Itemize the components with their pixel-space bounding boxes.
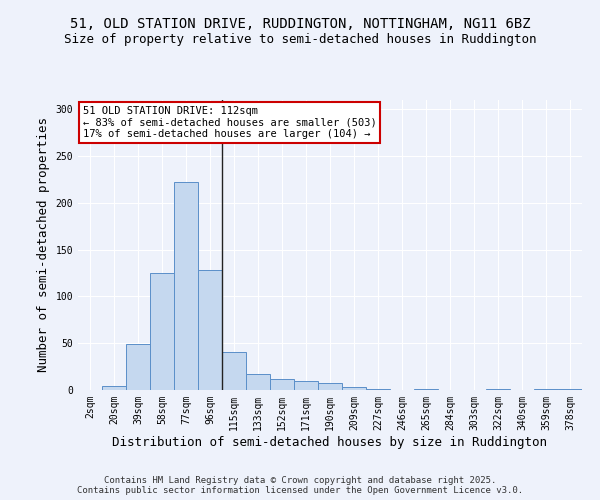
Bar — [102, 386, 126, 390]
Bar — [366, 389, 390, 390]
Text: 51, OLD STATION DRIVE, RUDDINGTON, NOTTINGHAM, NG11 6BZ: 51, OLD STATION DRIVE, RUDDINGTON, NOTTI… — [70, 18, 530, 32]
Bar — [150, 273, 174, 390]
Text: 51 OLD STATION DRIVE: 112sqm
← 83% of semi-detached houses are smaller (503)
17%: 51 OLD STATION DRIVE: 112sqm ← 83% of se… — [83, 106, 377, 139]
Bar — [294, 380, 318, 390]
Bar — [222, 352, 246, 390]
Bar — [414, 389, 438, 390]
Bar — [558, 389, 582, 390]
Bar — [342, 387, 366, 390]
Bar — [198, 270, 222, 390]
Text: Contains HM Land Registry data © Crown copyright and database right 2025.
Contai: Contains HM Land Registry data © Crown c… — [77, 476, 523, 495]
Bar — [318, 382, 342, 390]
Bar — [270, 379, 294, 390]
Bar — [126, 344, 150, 390]
Bar — [246, 374, 270, 390]
Y-axis label: Number of semi-detached properties: Number of semi-detached properties — [37, 118, 50, 372]
Bar — [174, 182, 198, 390]
X-axis label: Distribution of semi-detached houses by size in Ruddington: Distribution of semi-detached houses by … — [113, 436, 548, 448]
Text: Size of property relative to semi-detached houses in Ruddington: Size of property relative to semi-detach… — [64, 32, 536, 46]
Bar — [486, 389, 510, 390]
Bar — [534, 389, 558, 390]
